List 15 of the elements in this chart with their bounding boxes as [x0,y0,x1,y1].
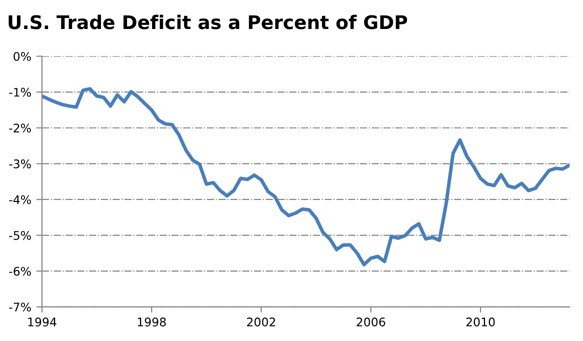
x-tick-label: 2010 [466,318,495,326]
chart-title: U.S. Trade Deficit as a Percent of GDP [8,14,408,30]
y-tick-label: -2% [9,124,31,133]
x-tick-label: 1994 [28,318,56,326]
y-tick-label: -5% [9,231,31,240]
x-tick-label: 2002 [247,318,276,326]
x-tick-label: 1998 [138,318,166,326]
line-series [42,87,570,266]
x-tick-label: 2006 [356,318,386,326]
y-tick-label: -3% [9,159,31,168]
y-tick-label: -7% [9,302,31,312]
y-tick-label: -6% [9,266,31,276]
y-tick-label: 0% [14,52,31,61]
y-tick-label: -1% [9,88,31,97]
y-tick-label: -4% [9,195,31,204]
